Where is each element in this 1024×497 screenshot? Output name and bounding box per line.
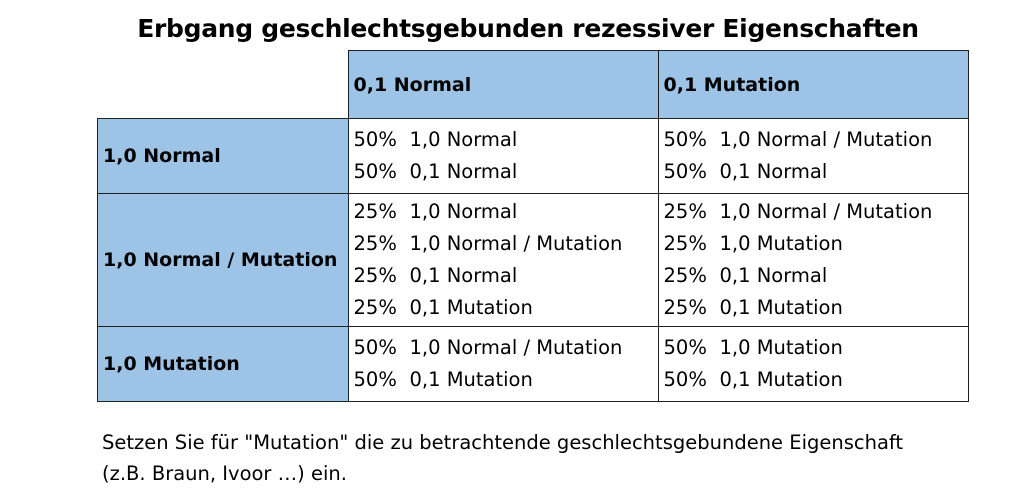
result-percent: 25% (663, 264, 707, 287)
result-line: 25% 1,0 Normal / Mutation (354, 228, 658, 260)
result-genotype: 1,0 Normal / Mutation (409, 336, 623, 359)
result-percent: 25% (353, 264, 397, 287)
result-cell: 50% 1,0 Normal / Mutation 50% 0,1 Normal (657, 118, 969, 194)
result-line: 50% 1,0 Normal (354, 124, 658, 156)
result-line: 50% 1,0 Mutation (664, 332, 968, 364)
result-line: 50% 0,1 Mutation (354, 364, 658, 396)
result-percent: 50% (663, 368, 707, 391)
result-line: 25% 0,1 Mutation (664, 292, 968, 324)
result-genotype: 1,0 Normal / Mutation (719, 200, 933, 223)
result-percent: 50% (353, 128, 397, 151)
result-line: 50% 0,1 Normal (664, 156, 968, 188)
note-line-1: Setzen Sie für "Mutation" die zu betrach… (102, 431, 904, 454)
inheritance-table: 0,1 Normal 0,1 Mutation 1,0 Normal 50% 1,… (97, 50, 969, 402)
result-genotype: 1,0 Mutation (719, 336, 843, 359)
result-percent: 50% (353, 160, 397, 183)
table-row: 1,0 Normal / Mutation 25% 1,0 Normal 25% 1… (97, 193, 969, 327)
result-genotype: 0,1 Mutation (409, 296, 533, 319)
row-header-male-normal: 1,0 Normal (97, 118, 349, 194)
result-genotype: 1,0 Normal (409, 128, 518, 151)
column-header-female-normal: 0,1 Normal (347, 50, 659, 119)
result-line: 25% 0,1 Normal (664, 260, 968, 292)
column-header-female-mutation: 0,1 Mutation (657, 50, 969, 119)
row-header-male-mutation: 1,0 Mutation (97, 326, 349, 402)
table-row: 1,0 Normal 50% 1,0 Normal 50% 0,1 Normal 5… (97, 118, 969, 194)
result-percent: 50% (663, 128, 707, 151)
table-corner (98, 51, 349, 119)
result-cell: 50% 1,0 Mutation 50% 0,1 Mutation (657, 326, 969, 402)
result-percent: 25% (353, 200, 397, 223)
result-line: 25% 0,1 Mutation (354, 292, 658, 324)
result-percent: 25% (353, 296, 397, 319)
result-percent: 25% (663, 296, 707, 319)
row-header-male-normal-mutation: 1,0 Normal / Mutation (97, 193, 349, 327)
result-cell: 50% 1,0 Normal / Mutation 50% 0,1 Mutation (347, 326, 659, 402)
result-percent: 25% (663, 200, 707, 223)
result-genotype: 0,1 Normal (409, 264, 518, 287)
result-genotype: 0,1 Normal (719, 160, 828, 183)
result-genotype: 0,1 Mutation (409, 368, 533, 391)
result-line: 50% 1,0 Normal / Mutation (354, 332, 658, 364)
result-line: 50% 1,0 Normal / Mutation (664, 124, 968, 156)
result-percent: 25% (663, 232, 707, 255)
result-percent: 25% (353, 232, 397, 255)
note-line-2: (z.B. Braun, Ivoor …) ein. (102, 462, 347, 485)
result-genotype: 0,1 Mutation (719, 296, 843, 319)
result-genotype: 0,1 Normal (719, 264, 828, 287)
result-percent: 50% (663, 160, 707, 183)
result-line: 50% 0,1 Normal (354, 156, 658, 188)
page-title: Erbgang geschlechtsgebunden rezessiver E… (137, 14, 919, 43)
result-genotype: 1,0 Mutation (719, 232, 843, 255)
instruction-note: Setzen Sie für "Mutation" die zu betrach… (102, 427, 903, 489)
result-percent: 50% (353, 368, 397, 391)
result-line: 50% 0,1 Mutation (664, 364, 968, 396)
result-cell: 50% 1,0 Normal 50% 0,1 Normal (347, 118, 659, 194)
result-line: 25% 0,1 Normal (354, 260, 658, 292)
result-line: 25% 1,0 Mutation (664, 228, 968, 260)
table-row: 1,0 Mutation 50% 1,0 Normal / Mutation 50… (97, 326, 969, 402)
result-genotype: 1,0 Normal / Mutation (719, 128, 933, 151)
result-genotype: 1,0 Normal (409, 200, 518, 223)
result-percent: 50% (353, 336, 397, 359)
result-cell: 25% 1,0 Normal / Mutation 25% 1,0 Mutation… (657, 193, 969, 327)
result-line: 25% 1,0 Normal / Mutation (664, 196, 968, 228)
result-genotype: 0,1 Normal (409, 160, 518, 183)
result-genotype: 1,0 Normal / Mutation (409, 232, 623, 255)
result-line: 25% 1,0 Normal (354, 196, 658, 228)
result-genotype: 0,1 Mutation (719, 368, 843, 391)
table-header-row: 0,1 Normal 0,1 Mutation (98, 50, 969, 119)
result-percent: 50% (663, 336, 707, 359)
result-cell: 25% 1,0 Normal 25% 1,0 Normal / Mutation 2… (347, 193, 659, 327)
